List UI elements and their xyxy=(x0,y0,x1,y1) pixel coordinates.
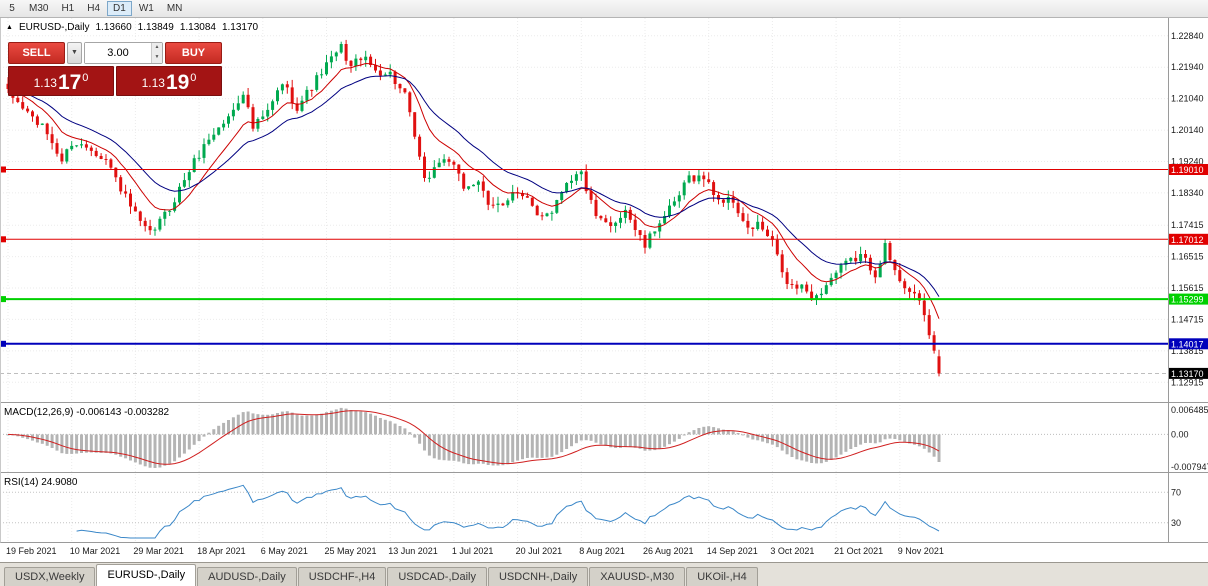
svg-text:1.17012: 1.17012 xyxy=(1171,235,1204,245)
svg-text:0.00: 0.00 xyxy=(1171,429,1189,439)
chart-tab-audusd-daily[interactable]: AUDUSD-,Daily xyxy=(197,567,297,586)
svg-text:-0.007947: -0.007947 xyxy=(1171,462,1208,472)
bid-price-badge xyxy=(1168,367,1208,379)
volume-field: ▲ ▼ xyxy=(84,42,163,64)
volume-decrease-button[interactable]: ▼ xyxy=(152,53,162,63)
timeframe-toolbar: 5 M30 H1 H4 D1 W1 MN xyxy=(0,0,1208,18)
chart-tab-usdcnh-daily[interactable]: USDCNH-,Daily xyxy=(487,567,589,586)
timeframe-button-h4[interactable]: H4 xyxy=(87,3,101,14)
svg-text:1.22840: 1.22840 xyxy=(1171,31,1204,41)
svg-text:10 Mar 2021: 10 Mar 2021 xyxy=(70,546,121,556)
svg-text:1.21040: 1.21040 xyxy=(1171,94,1204,104)
svg-text:8 Aug 2021: 8 Aug 2021 xyxy=(579,546,625,556)
buy-price-main: 1.13 xyxy=(141,76,165,90)
one-click-trading-panel: SELL ▼ ▲ ▼ BUY 1.13 17 0 xyxy=(8,42,222,96)
volume-spinner: ▲ ▼ xyxy=(151,43,162,63)
volume-dropdown-button[interactable]: ▼ xyxy=(67,42,82,64)
chart-tab-xauusd-m30[interactable]: XAUUSD-,M30 xyxy=(589,567,686,586)
svg-text:1.14715: 1.14715 xyxy=(1171,314,1204,324)
svg-text:1.17415: 1.17415 xyxy=(1171,220,1204,230)
svg-text:3 Oct 2021: 3 Oct 2021 xyxy=(770,546,814,556)
svg-text:1.19240: 1.19240 xyxy=(1171,157,1204,167)
chart-tab-eurusd-daily[interactable]: EURUSD-,Daily xyxy=(96,564,197,586)
ohlc-open: 1.13660 xyxy=(95,22,132,33)
time-axis-labels: 19 Feb 2021 10 Mar 2021 29 Mar 2021 18 Apr … xyxy=(6,546,944,556)
svg-text:26 Aug 2021: 26 Aug 2021 xyxy=(643,546,694,556)
symbol-header: ▲ EURUSD-,Daily 1.13660 1.13849 1.13084 … xyxy=(6,22,258,33)
timeframe-button-5[interactable]: 5 xyxy=(9,3,15,14)
svg-text:9 Nov 2021: 9 Nov 2021 xyxy=(898,546,944,556)
timeframe-button-w1[interactable]: W1 xyxy=(138,3,154,14)
svg-text:1.18340: 1.18340 xyxy=(1171,188,1204,198)
timeframe-button-m30[interactable]: M30 xyxy=(29,3,49,14)
chart-tab-bar: USDX,Weekly EURUSD-,Daily AUDUSD-,Daily USD… xyxy=(0,562,1208,586)
sell-price-button[interactable]: 1.13 17 0 xyxy=(8,66,114,96)
ohlc-close: 1.13170 xyxy=(221,22,259,33)
buy-button[interactable]: BUY xyxy=(165,42,222,64)
svg-text:20 Jul 2021: 20 Jul 2021 xyxy=(516,546,563,556)
svg-text:1.13170: 1.13170 xyxy=(1171,369,1204,379)
timeframe-button-mn[interactable]: MN xyxy=(166,3,183,14)
volume-input[interactable] xyxy=(85,43,151,63)
sell-price-pips: 17 xyxy=(57,71,82,94)
svg-text:1.13815: 1.13815 xyxy=(1171,346,1204,356)
buy-price-button[interactable]: 1.13 19 0 xyxy=(116,66,222,96)
timeframe-button-h1[interactable]: H1 xyxy=(61,3,75,14)
rsi-panel: 70 30 RSI(14) 24.9080 xyxy=(0,477,1181,539)
svg-text:1.12915: 1.12915 xyxy=(1171,377,1204,387)
sell-price-main: 1.13 xyxy=(33,76,57,90)
svg-text:21 Oct 2021: 21 Oct 2021 xyxy=(834,546,883,556)
chart-symbol-title: EURUSD-,Daily xyxy=(18,22,90,33)
sell-button[interactable]: SELL xyxy=(8,42,65,64)
svg-text:6 May 2021: 6 May 2021 xyxy=(261,546,308,556)
svg-text:70: 70 xyxy=(1171,487,1181,497)
panel-separators xyxy=(0,18,1208,543)
macd-panel: MACD(12,26,9) -0.006143 -0.003282 0.00648… xyxy=(0,405,1208,472)
expand-trade-panel-icon[interactable]: ▲ xyxy=(6,23,13,31)
svg-text:29 Mar 2021: 29 Mar 2021 xyxy=(133,546,184,556)
svg-text:0.006485: 0.006485 xyxy=(1171,405,1208,415)
volume-increase-button[interactable]: ▲ xyxy=(152,43,162,53)
svg-text:19 Feb 2021: 19 Feb 2021 xyxy=(6,546,57,556)
svg-text:18 Apr 2021: 18 Apr 2021 xyxy=(197,546,246,556)
svg-text:25 May 2021: 25 May 2021 xyxy=(325,546,377,556)
svg-text:1.16515: 1.16515 xyxy=(1171,252,1204,262)
svg-text:1.20140: 1.20140 xyxy=(1171,125,1204,135)
svg-text:1.19010: 1.19010 xyxy=(1171,165,1204,175)
svg-text:1.21940: 1.21940 xyxy=(1171,62,1204,72)
svg-text:1.14017: 1.14017 xyxy=(1171,339,1204,349)
buy-price-pips: 19 xyxy=(165,71,190,94)
sell-price-point: 0 xyxy=(82,72,89,84)
svg-text:1 Jul 2021: 1 Jul 2021 xyxy=(452,546,494,556)
price-chart-canvas[interactable]: 1.22840 1.21940 1.21040 1.20140 1.19240 1.183… xyxy=(0,18,1208,562)
svg-text:30: 30 xyxy=(1171,518,1181,528)
price-axis-level-badges: 1.19010 1.17012 1.15299 1.14017 1.13170 xyxy=(1168,164,1208,379)
chevron-down-icon: ▼ xyxy=(71,49,78,56)
chart-tab-usdchf-h4[interactable]: USDCHF-,H4 xyxy=(297,567,387,586)
buy-price-point: 0 xyxy=(190,72,197,84)
price-axis-labels: 1.22840 1.21940 1.21040 1.20140 1.19240 1.183… xyxy=(1171,31,1204,387)
svg-text:1.15299: 1.15299 xyxy=(1171,295,1204,305)
ohlc-high: 1.13849 xyxy=(137,22,174,33)
chart-tab-ukoil-h4[interactable]: UKOil-,H4 xyxy=(686,567,758,586)
chart-tab-usdx-weekly[interactable]: USDX,Weekly xyxy=(4,567,96,586)
svg-text:1.15615: 1.15615 xyxy=(1171,283,1204,293)
svg-text:RSI(14) 24.9080: RSI(14) 24.9080 xyxy=(4,477,78,488)
timeframe-button-d1[interactable]: D1 xyxy=(107,1,132,16)
ohlc-low: 1.13084 xyxy=(179,22,216,33)
svg-text:13 Jun 2021: 13 Jun 2021 xyxy=(388,546,438,556)
chart-area[interactable]: 1.22840 1.21940 1.21040 1.20140 1.19240 1.183… xyxy=(0,18,1208,562)
svg-text:MACD(12,26,9) -0.006143 -0.003: MACD(12,26,9) -0.006143 -0.003282 xyxy=(4,407,170,418)
svg-text:14 Sep 2021: 14 Sep 2021 xyxy=(707,546,758,556)
chart-tab-usdcad-daily[interactable]: USDCAD-,Daily xyxy=(387,567,487,586)
horizontal-level-lines[interactable] xyxy=(0,166,1168,347)
